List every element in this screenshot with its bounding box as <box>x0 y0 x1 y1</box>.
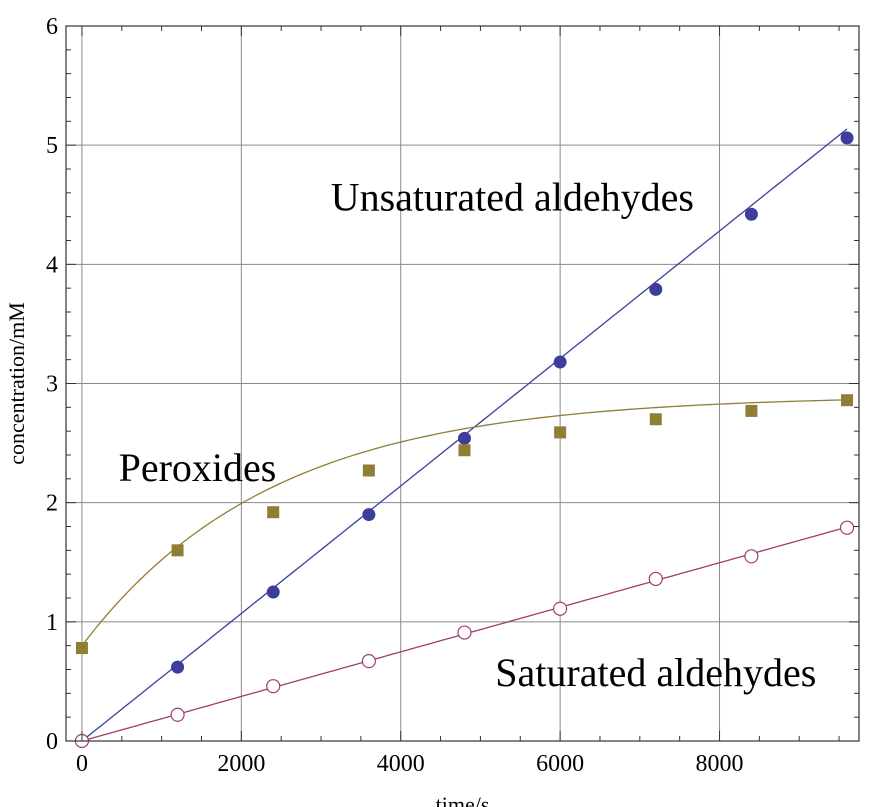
x-tick-label: 6000 <box>536 751 584 777</box>
axis-ticks <box>66 26 859 741</box>
x-tick-label: 0 <box>76 751 88 777</box>
tick-labels: 0 2000 4000 6000 8000 0 1 2 3 4 5 6 <box>46 14 744 777</box>
data-point <box>553 601 568 616</box>
x-axis-label: time/s <box>436 792 490 807</box>
series-annotation: Saturated aldehydes <box>495 650 816 695</box>
data-point <box>457 625 472 640</box>
data-point <box>649 282 663 296</box>
data-point <box>171 544 184 557</box>
data-point <box>361 654 376 669</box>
y-axis-label: concentration/mM <box>4 302 29 465</box>
data-point <box>457 431 471 445</box>
y-tick-label: 3 <box>46 372 58 398</box>
fit-line <box>81 399 848 647</box>
data-point <box>171 660 185 674</box>
y-tick-label: 0 <box>46 729 58 755</box>
y-tick-label: 6 <box>46 14 58 40</box>
x-tick-label: 4000 <box>377 751 425 777</box>
y-tick-label: 1 <box>46 610 58 636</box>
data-point <box>744 549 759 564</box>
series-annotation: Peroxides <box>119 445 277 490</box>
data-point <box>266 679 281 694</box>
data-point <box>839 520 855 535</box>
y-tick-label: 5 <box>46 133 58 159</box>
annotations: Unsaturated aldehydes Peroxides Saturated … <box>119 175 817 695</box>
y-tick-label: 4 <box>46 252 58 278</box>
data-point <box>553 355 567 369</box>
data-point <box>840 131 854 145</box>
data-point <box>267 506 280 519</box>
data-point <box>75 642 88 655</box>
data-point <box>266 585 280 599</box>
data-point <box>649 413 662 426</box>
data-point <box>170 707 185 722</box>
series-annotation: Unsaturated aldehydes <box>331 175 694 220</box>
data-point <box>745 404 758 417</box>
data-point <box>554 426 567 439</box>
data-points <box>74 131 855 749</box>
data-point <box>841 394 854 407</box>
data-point <box>648 571 663 587</box>
x-tick-label: 8000 <box>696 751 744 777</box>
data-point <box>458 444 471 457</box>
data-point <box>362 464 375 477</box>
data-point <box>362 508 376 522</box>
x-tick-label: 2000 <box>217 751 265 777</box>
y-tick-label: 2 <box>46 491 58 517</box>
grid <box>66 26 859 741</box>
data-point <box>744 207 758 221</box>
